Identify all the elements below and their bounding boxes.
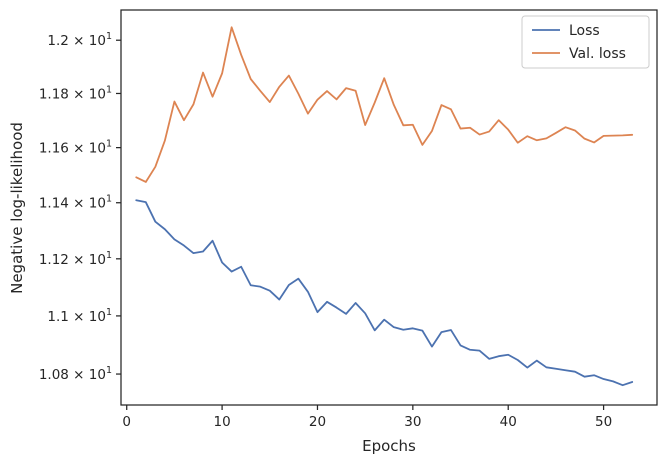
x-tick-label: 40 [500,414,517,430]
x-axis-label: Epochs [362,437,416,455]
legend: Loss Val. loss [521,15,650,69]
legend-label-0: Loss [569,23,600,39]
y-tick-label: 1.1 × 101 [47,307,112,325]
y-tick-label: 1.18 × 101 [39,84,112,102]
y-tick-label: 1.12 × 101 [39,250,112,268]
legend-box [521,15,650,69]
series-line-1 [135,26,634,183]
y-tick-label: 1.16 × 101 [39,139,112,157]
x-tick-label: 0 [122,414,131,430]
y-tick-label: 1.2 × 101 [47,31,112,49]
x-tick-label: 50 [595,414,612,430]
y-tick-label: 1.08 × 101 [39,365,112,383]
axes: 0 10 20 30 40 50 1.08 × 101 1.1 × 101 1.12 × 101… [39,9,658,430]
legend-label-1: Val. loss [569,46,626,62]
y-axis-label: Negative log-likelihood [8,122,26,294]
y-tick-label: 1.14 × 101 [39,194,112,212]
series-line-0 [135,199,634,387]
x-tick-label: 10 [214,414,231,430]
axes-frame [120,9,658,406]
x-tick-label: 30 [404,414,421,430]
x-tick-label: 20 [309,414,326,430]
plot-area [135,26,634,387]
